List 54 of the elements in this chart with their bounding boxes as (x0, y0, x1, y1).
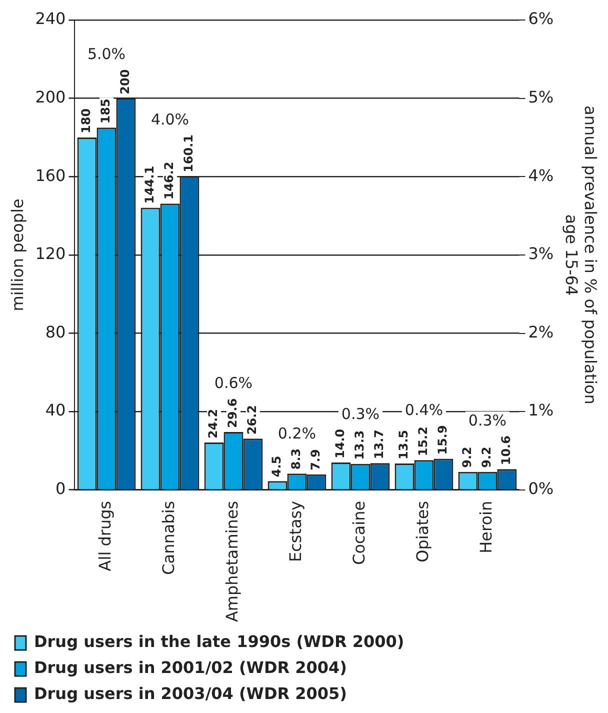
data-label: 146.2 (162, 162, 176, 200)
annotation: 4.0% (150, 110, 190, 128)
y-axis-title: million people (8, 198, 27, 312)
data-label: 14.0 (333, 428, 348, 458)
x-tick-label: Cocaine (350, 500, 369, 565)
y-tick-label: 240 (35, 9, 66, 28)
legend-label: Drug users in 2001/02 (WDR 2004) (34, 658, 347, 678)
annotation: 0.4% (404, 401, 444, 420)
legend-label: Drug users in the late 1990s (WDR 2000) (34, 632, 404, 652)
data-label: 185 (98, 98, 113, 124)
y2-axis-title: annual prevalence in % of population age 15-64 (562, 106, 600, 404)
data-label: 29.6 (226, 398, 240, 428)
y2-tick-label: 4% (528, 166, 554, 185)
data-label: 200 (118, 69, 132, 94)
annotation: 0.3% (341, 404, 380, 423)
data-label: 13.5 (396, 430, 411, 460)
y2-tick-label: 1% (528, 400, 554, 420)
data-label: 13.7 (372, 429, 386, 460)
annotation: 0.2% (278, 424, 316, 442)
x-tick-label: Opiates (413, 500, 432, 562)
y-tick-label: 200 (35, 87, 66, 106)
data-label: 160.1 (182, 134, 196, 172)
annotation: 0.6% (214, 374, 253, 392)
annotation: 0.3% (468, 411, 507, 430)
x-tick-label: Cannabis (159, 500, 178, 575)
y2-tick-label: 2% (528, 322, 554, 342)
x-tick-label: Amphetamines (222, 500, 242, 622)
data-label: 24.2 (206, 408, 220, 439)
data-label: 9.2 (460, 446, 474, 468)
data-label: 26.2 (245, 404, 260, 435)
x-tick-label: Heroin (476, 500, 496, 554)
x-tick-label: All drugs (96, 500, 115, 572)
data-label: 8.3 (289, 448, 304, 470)
data-label: 15.9 (436, 425, 450, 455)
data-label: 10.6 (499, 436, 514, 466)
legend-label: Drug users in 2003/04 (WDR 2005) (34, 684, 347, 704)
y-tick-label: 120 (35, 244, 66, 264)
data-label: 13.3 (352, 430, 367, 460)
y2-tick-label: 0% (528, 479, 554, 498)
y-tick-label: 0 (56, 479, 66, 498)
data-label: 144.1 (142, 166, 157, 204)
data-label: 15.2 (416, 426, 430, 456)
y-tick-label: 80 (45, 322, 66, 342)
y-tick-label: 40 (45, 400, 66, 420)
y2-tick-label: 6% (528, 9, 554, 28)
data-label: 7.9 (308, 449, 323, 470)
y2-tick-label: 5% (528, 87, 554, 106)
annotation: 5.0% (87, 45, 126, 64)
data-label: 4.5 (270, 456, 284, 478)
y-tick-label: 160 (35, 166, 66, 185)
x-tick-label: Ecstasy (286, 500, 306, 562)
data-label: 9.2 (480, 446, 494, 468)
y2-tick-label: 3% (528, 244, 554, 264)
data-label: 180 (79, 108, 94, 134)
